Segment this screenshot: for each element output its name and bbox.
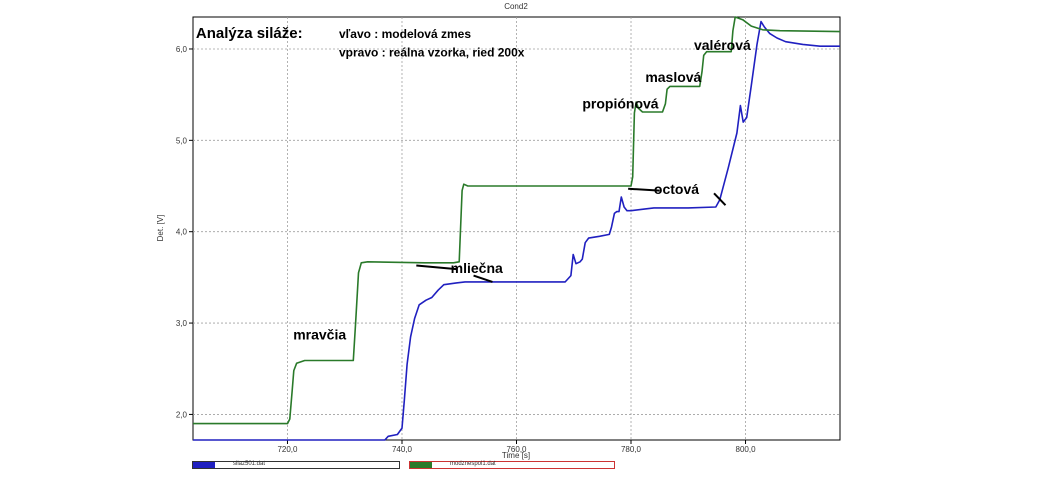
annotation-label: octová — [654, 181, 699, 197]
annotation-pointer — [713, 192, 727, 206]
series-line-modznespol1 — [193, 16, 841, 425]
annotation-pointer — [416, 264, 457, 271]
y-tick-label: 6,0 — [176, 45, 188, 54]
y-tick-label: 2,0 — [176, 410, 188, 419]
annotation-label: Analýza siláže: — [196, 25, 303, 42]
legend-swatch-modznespol1 — [410, 462, 432, 468]
x-tick-label: 740,0 — [392, 445, 413, 454]
annotation-label: vľavo : modelová zmes — [339, 27, 471, 41]
annotation-label: maslová — [645, 69, 701, 85]
x-tick-label: 760,0 — [506, 445, 527, 454]
y-axis-title: Det. [V] — [156, 215, 165, 242]
legend-item-silaz501[interactable]: silaz501.dat — [192, 461, 400, 469]
annotation-label: mliečna — [451, 260, 503, 276]
x-axis-title: Time [s] — [502, 451, 530, 460]
axis-ticks: 720,0 740,0 760,0 780,0 800,0 2,0 3,0 4,0 5,0 6,0 — [176, 45, 756, 454]
grid — [193, 17, 840, 440]
annotation-label: vpravo : reálna vzorka, ried 200x — [339, 45, 525, 59]
y-tick-label: 4,0 — [176, 228, 188, 237]
series-line-silaz501 — [193, 20, 840, 441]
annotation-label: valérová — [694, 37, 751, 53]
chart-title: Cond2 — [504, 2, 528, 11]
annotation-label: propiónová — [582, 95, 658, 111]
legend-swatch-silaz501 — [193, 462, 215, 468]
x-tick-label: 720,0 — [277, 445, 298, 454]
x-tick-label: 780,0 — [621, 445, 642, 454]
annotation-label: mravčia — [293, 327, 346, 343]
annotations: Analýza siláže: vľavo : modelová zmes vpra… — [196, 25, 751, 342]
legend-item-modznespol1[interactable]: modznespol1.dat — [409, 461, 615, 469]
x-tick-label: 800,0 — [736, 445, 757, 454]
y-tick-label: 3,0 — [176, 319, 188, 328]
legend-label-modznespol1: modznespol1.dat — [450, 461, 496, 467]
plot-area — [192, 16, 841, 441]
y-tick-label: 5,0 — [176, 136, 188, 145]
series-lines — [193, 16, 841, 441]
legend-label-silaz501: silaz501.dat — [233, 461, 266, 467]
annotation-pointer — [473, 274, 493, 283]
annotation-pointer — [628, 187, 660, 192]
